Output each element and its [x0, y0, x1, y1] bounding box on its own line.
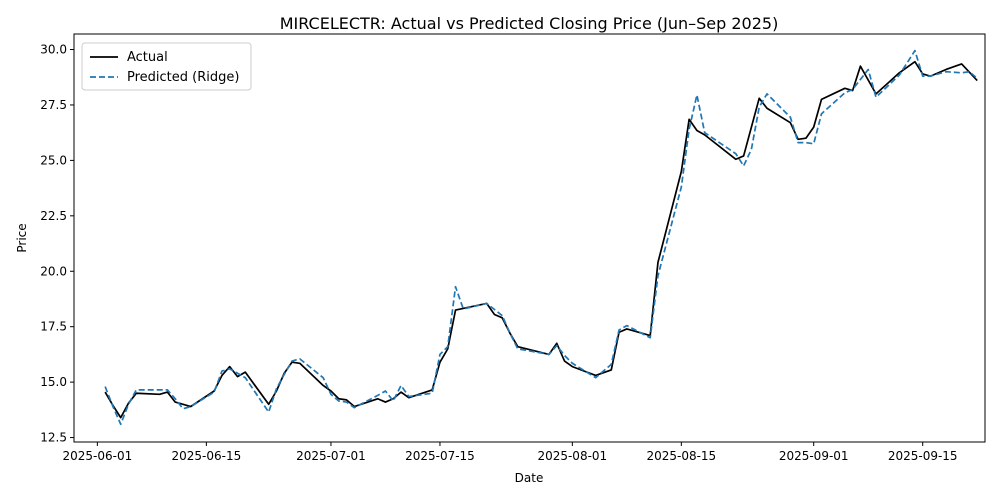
x-tick-label: 2025-06-01 [62, 449, 132, 463]
x-tick-label: 2025-09-15 [888, 449, 958, 463]
y-tick-label: 30.0 [40, 43, 67, 57]
legend-label-predicted: Predicted (Ridge) [127, 70, 239, 85]
x-axis: 2025-06-01 2025-06-15 2025-07-01 2025-07-15… [62, 442, 958, 463]
y-tick-label: 20.0 [40, 264, 67, 278]
legend: Actual Predicted (Ridge) [81, 42, 252, 91]
y-tick-label: 27.5 [40, 98, 67, 112]
y-tick-label: 15.0 [40, 375, 67, 389]
x-axis-label: Date [515, 471, 544, 485]
legend-box [81, 42, 252, 91]
x-tick-label: 2025-07-15 [405, 449, 475, 463]
y-tick-label: 17.5 [40, 320, 67, 334]
x-tick-label: 2025-06-15 [171, 449, 241, 463]
series-layer [104, 49, 978, 426]
y-tick-label: 12.5 [40, 431, 67, 445]
x-tick-label: 2025-08-01 [537, 449, 607, 463]
y-tick-label: 22.5 [40, 209, 67, 223]
x-tick-label: 2025-09-01 [779, 449, 849, 463]
x-tick-label: 2025-08-15 [646, 449, 716, 463]
plot-frame [73, 33, 986, 443]
y-axis: 12.5 15.0 17.5 20.0 22.5 25.0 27.5 30.0 [40, 43, 74, 445]
legend-label-actual: Actual [127, 50, 168, 65]
series-line-predicted [104, 49, 978, 426]
y-tick-label: 25.0 [40, 153, 67, 167]
y-axis-label: Price [15, 223, 29, 252]
series-line-actual [104, 60, 978, 419]
chart-title: MIRCELECTR: Actual vs Predicted Closing … [280, 14, 779, 33]
x-tick-label: 2025-07-01 [296, 449, 366, 463]
